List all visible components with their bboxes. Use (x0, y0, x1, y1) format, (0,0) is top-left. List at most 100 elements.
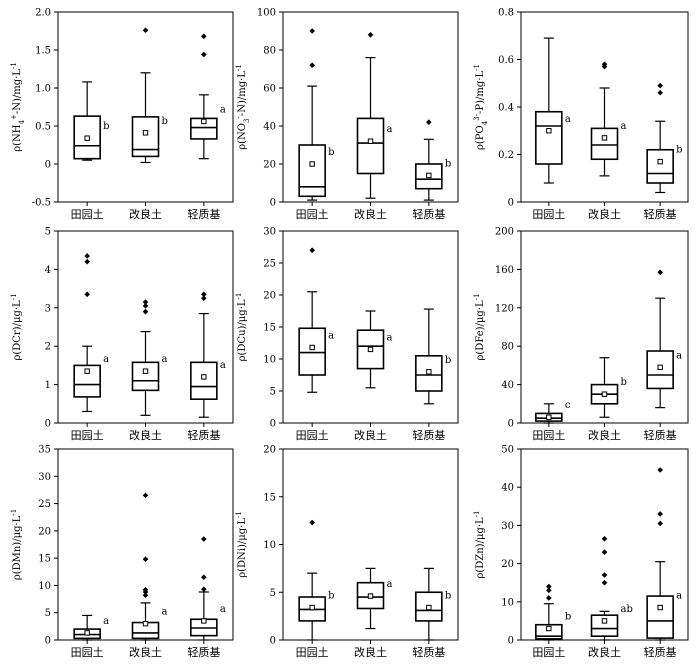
mean-marker (201, 374, 207, 380)
significance-letter: b (445, 355, 451, 366)
significance-letter: a (103, 616, 109, 627)
iqr-box (535, 110, 563, 165)
significance-letter: a (162, 354, 168, 365)
box-1: b (535, 583, 571, 641)
x-tick-label: 改良土 (588, 645, 621, 659)
significance-letter: b (103, 121, 109, 132)
box-3: b (646, 82, 683, 194)
y-tick-label: 80 (501, 342, 514, 353)
box-2: a (356, 567, 393, 630)
box-1: b (298, 519, 335, 641)
mean-marker (142, 368, 149, 374)
y-axis-label: ρ(DCr)/μg·L-1 (10, 293, 23, 360)
box-1: a (73, 253, 109, 413)
x-tick-label: 田园土 (296, 208, 329, 221)
y-tick-label: 3 (45, 303, 51, 314)
mean-marker (426, 604, 432, 611)
y-tick-label: 40 (501, 380, 514, 391)
x-tick-label: 田园土 (532, 208, 565, 221)
iqr-box (298, 327, 326, 376)
panel-6: 0 40 80 120 160 200 ρ(DFe)/μg·L-1 c 田园土 b 改良土 a 轻质基 (473, 227, 689, 442)
mean-marker (201, 118, 207, 125)
y-tick-label: 160 (495, 265, 514, 276)
box-2: a (356, 310, 393, 389)
box-3: b (415, 119, 451, 201)
box-3: b (415, 567, 451, 641)
y-tick-label: 1.0 (35, 84, 51, 95)
mean-marker (657, 364, 663, 371)
y-tick-label: 10 (263, 540, 276, 551)
significance-letter: a (220, 104, 226, 115)
significance-letter: a (565, 114, 571, 125)
mean-marker (309, 344, 315, 351)
outlier-point (142, 492, 149, 499)
y-tick-label: 0.6 (498, 55, 514, 66)
y-tick-label: 40 (501, 483, 514, 494)
mean-marker (367, 593, 374, 599)
y-axis-label: ρ(PO43--P)/mg·L-1 (473, 64, 489, 150)
y-tick-label: 0.4 (498, 103, 514, 114)
box-1: c (535, 400, 571, 424)
y-tick-label: 5 (45, 227, 51, 238)
significance-letter: a (103, 354, 109, 365)
panel-3: 0 0.2 0.4 0.6 0.8 ρ(PO43--P)/mg·L-1 a 田园土 a 改良土 b 轻… (473, 8, 689, 221)
outlier-point (84, 258, 90, 265)
x-tick-label: 轻质基 (644, 207, 677, 221)
significance-letter: b (445, 158, 451, 169)
box-1: b (298, 28, 335, 201)
x-tick-label: 田园土 (532, 429, 565, 442)
x-tick-label: 改良土 (129, 645, 162, 659)
significance-letter: b (676, 145, 682, 156)
y-tick-label: 0 (45, 419, 51, 430)
significance-letter: a (621, 121, 627, 132)
mean-marker (367, 346, 374, 353)
significance-letter: a (676, 591, 682, 602)
y-tick-label: 10 (38, 581, 51, 592)
box-2: b (131, 27, 168, 164)
box-3: a (646, 467, 682, 641)
outlier-point (601, 535, 608, 542)
significance-letter: a (676, 350, 682, 361)
y-tick-label: 20 (263, 160, 276, 171)
y-tick-label: 2 (45, 342, 51, 353)
outlier-point (601, 61, 608, 68)
mean-marker (142, 130, 149, 136)
iqr-box (131, 361, 160, 392)
significance-letter: a (387, 579, 393, 590)
mean-marker (426, 369, 432, 375)
significance-letter: c (565, 400, 571, 411)
x-tick-label: 改良土 (129, 428, 162, 442)
x-tick-label: 轻质基 (412, 207, 445, 221)
y-tick-label: 40 (263, 122, 276, 133)
panel-4: 0 1 2 3 4 5 ρ(DCr)/μg·L-1 a 田园土 a 改良土 a 轻质基 (10, 227, 234, 442)
panel-8: 0 5 10 15 20 ρ(DNi)/μg·L-1 b 田园土 a 改良土 b 轻质基 (235, 445, 459, 659)
outlier-point (201, 291, 207, 298)
mean-marker (657, 158, 663, 165)
outlier-point (142, 586, 149, 593)
mean-marker (657, 604, 663, 611)
y-tick-label: 30 (38, 472, 51, 483)
box-1: a (535, 37, 571, 184)
outlier-point (142, 592, 149, 599)
outlier-point (142, 299, 149, 305)
outlier-point (601, 572, 608, 578)
iqr-box (190, 117, 218, 140)
box-3: a (190, 33, 226, 160)
significance-letter: b (162, 116, 168, 127)
outlier-point (201, 33, 207, 40)
box-3: a (190, 291, 226, 418)
y-tick-label: 60 (263, 84, 276, 95)
y-tick-label: 0 (508, 198, 514, 209)
box-2: a (131, 492, 168, 641)
outlier-point (309, 28, 315, 34)
mean-marker (84, 630, 90, 636)
y-tick-label: 0.8 (498, 8, 514, 19)
outlier-point (201, 586, 207, 593)
outlier-point (426, 119, 432, 125)
x-tick-label: 改良土 (129, 207, 162, 221)
mean-marker (84, 368, 90, 374)
outlier-point (84, 253, 90, 259)
y-tick-label: 100 (257, 8, 276, 19)
outlier-point (201, 51, 207, 58)
y-tick-label: 15 (263, 492, 276, 503)
